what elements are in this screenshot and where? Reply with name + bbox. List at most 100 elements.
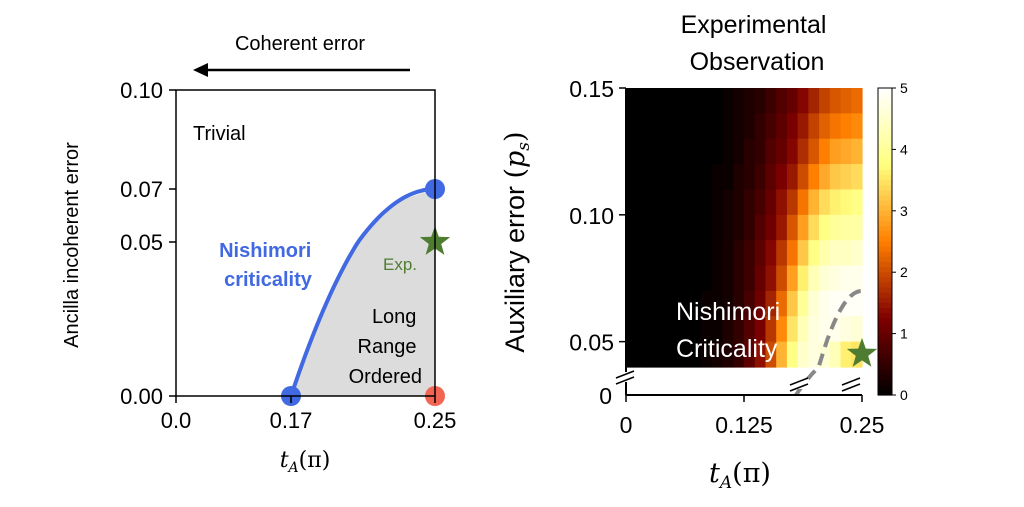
heatmap-cell — [701, 214, 713, 241]
colorbar-segment — [878, 93, 892, 99]
heatmap-cell — [744, 265, 756, 292]
heatmap-cell — [626, 316, 638, 343]
heatmap-cell — [840, 88, 852, 114]
colorbar-segment — [878, 389, 892, 396]
nishimori-criticality-annotation: Nishimori Criticality — [676, 298, 787, 363]
heatmap-panel: Experimental Observation Nishimori Criti… — [500, 11, 908, 493]
heatmap-cell — [658, 88, 670, 114]
heatmap-cell — [808, 164, 820, 191]
heatmap-cell — [658, 138, 670, 165]
heatmap-cell — [636, 189, 649, 216]
heatmap-cell — [776, 290, 788, 317]
heatmap-cell — [647, 316, 659, 343]
heatmap-cell — [679, 290, 691, 317]
heatmap-cell — [797, 240, 809, 267]
colorbar-segment — [878, 215, 892, 222]
heatmap-cell — [744, 189, 756, 216]
nishimori-dashed-curve — [794, 288, 863, 397]
heatmap-cell — [701, 113, 713, 140]
heatmap-cell — [776, 265, 788, 292]
heatmap-cell — [668, 214, 681, 241]
heatmap-cell — [840, 189, 852, 216]
axis-break-gap — [791, 379, 809, 389]
heatmap-cell — [722, 189, 734, 216]
heatmap-cell — [851, 240, 863, 267]
colorbar-segment — [878, 103, 892, 110]
colorbar-frame — [877, 87, 893, 396]
heatmap-cell — [754, 88, 767, 114]
heatmap-cell — [679, 316, 691, 343]
heatmap-cell — [851, 265, 863, 292]
heatmap-cell — [658, 265, 670, 292]
heatmap-cell — [744, 113, 756, 140]
heatmap-cell — [786, 240, 799, 267]
heatmap-cell — [690, 290, 702, 317]
colorbar-segment — [878, 164, 892, 171]
heatmap-cell — [722, 138, 734, 165]
heatmap-cell — [819, 265, 831, 292]
trivial-region-label: Trivial — [193, 123, 246, 145]
heatmap-cell — [819, 113, 831, 140]
heatmap-cell — [851, 214, 863, 241]
heatmap-cell — [711, 138, 724, 165]
colorbar-segment — [878, 236, 892, 243]
heatmap-cell — [851, 316, 863, 343]
heatmap-cell — [840, 265, 852, 292]
heatmap-cell — [754, 189, 767, 216]
heatmap-cell — [722, 265, 734, 292]
colorbar-segment — [878, 272, 892, 278]
colorbar-segment — [878, 190, 892, 197]
heatmap-cell — [829, 189, 842, 216]
heatmap-cell — [754, 113, 767, 140]
heatmap-cell — [851, 290, 863, 317]
colorbar-segment — [878, 195, 892, 202]
heatmap-cell — [711, 214, 724, 241]
heatmap-cell — [776, 341, 788, 368]
heatmap-cell — [658, 240, 670, 267]
phase-diagram-frame — [175, 89, 436, 397]
heatmap-cell — [819, 341, 831, 368]
colorbar-segment — [878, 302, 892, 309]
heatmap-cell — [626, 341, 638, 368]
heatmap-cell — [786, 164, 799, 191]
heatmap-cell — [819, 214, 831, 241]
heatmap-cell — [808, 138, 820, 165]
heatmap-cell — [668, 240, 681, 267]
y-tick-label: 0.10 — [120, 78, 163, 103]
heatmap-cell — [668, 88, 681, 114]
heatmap-cell — [829, 290, 842, 317]
heatmap-cell — [754, 290, 767, 317]
heatmap-cell — [819, 316, 831, 343]
heatmap-cell — [679, 113, 691, 140]
heatmap-cell — [840, 214, 852, 241]
colorbar-tick-label: 0 — [900, 387, 908, 403]
heatmap-cell — [711, 113, 724, 140]
heatmap-cell — [701, 138, 713, 165]
heatmap-cell — [722, 240, 734, 267]
heatmap-cell — [636, 341, 649, 368]
heatmap-cell — [819, 88, 831, 114]
colorbar-segment — [878, 261, 892, 268]
axis-break-mark — [615, 376, 635, 385]
heatmap-cell — [819, 290, 831, 317]
heatmap-cell — [786, 113, 799, 140]
heatmap-cell — [829, 214, 842, 241]
heatmap-cell — [744, 214, 756, 241]
heatmap-cell — [679, 138, 691, 165]
heatmap-cell — [744, 240, 756, 267]
y-tick-label: 0.05 — [569, 330, 614, 356]
colorbar-segment — [878, 379, 892, 386]
heatmap-cell — [754, 341, 767, 368]
colorbar-segment — [878, 231, 892, 237]
heatmap-cell — [819, 240, 831, 267]
heatmap-cell — [690, 138, 702, 165]
heatmap-cell — [819, 189, 831, 216]
heatmap-cell — [733, 113, 745, 140]
heatmap-cell — [690, 88, 702, 114]
heatmap-cell — [733, 214, 745, 241]
heatmap-cell — [690, 265, 702, 292]
heatmap-cell — [679, 189, 691, 216]
heatmap-cell — [765, 240, 777, 267]
heatmap-cell — [733, 265, 745, 292]
